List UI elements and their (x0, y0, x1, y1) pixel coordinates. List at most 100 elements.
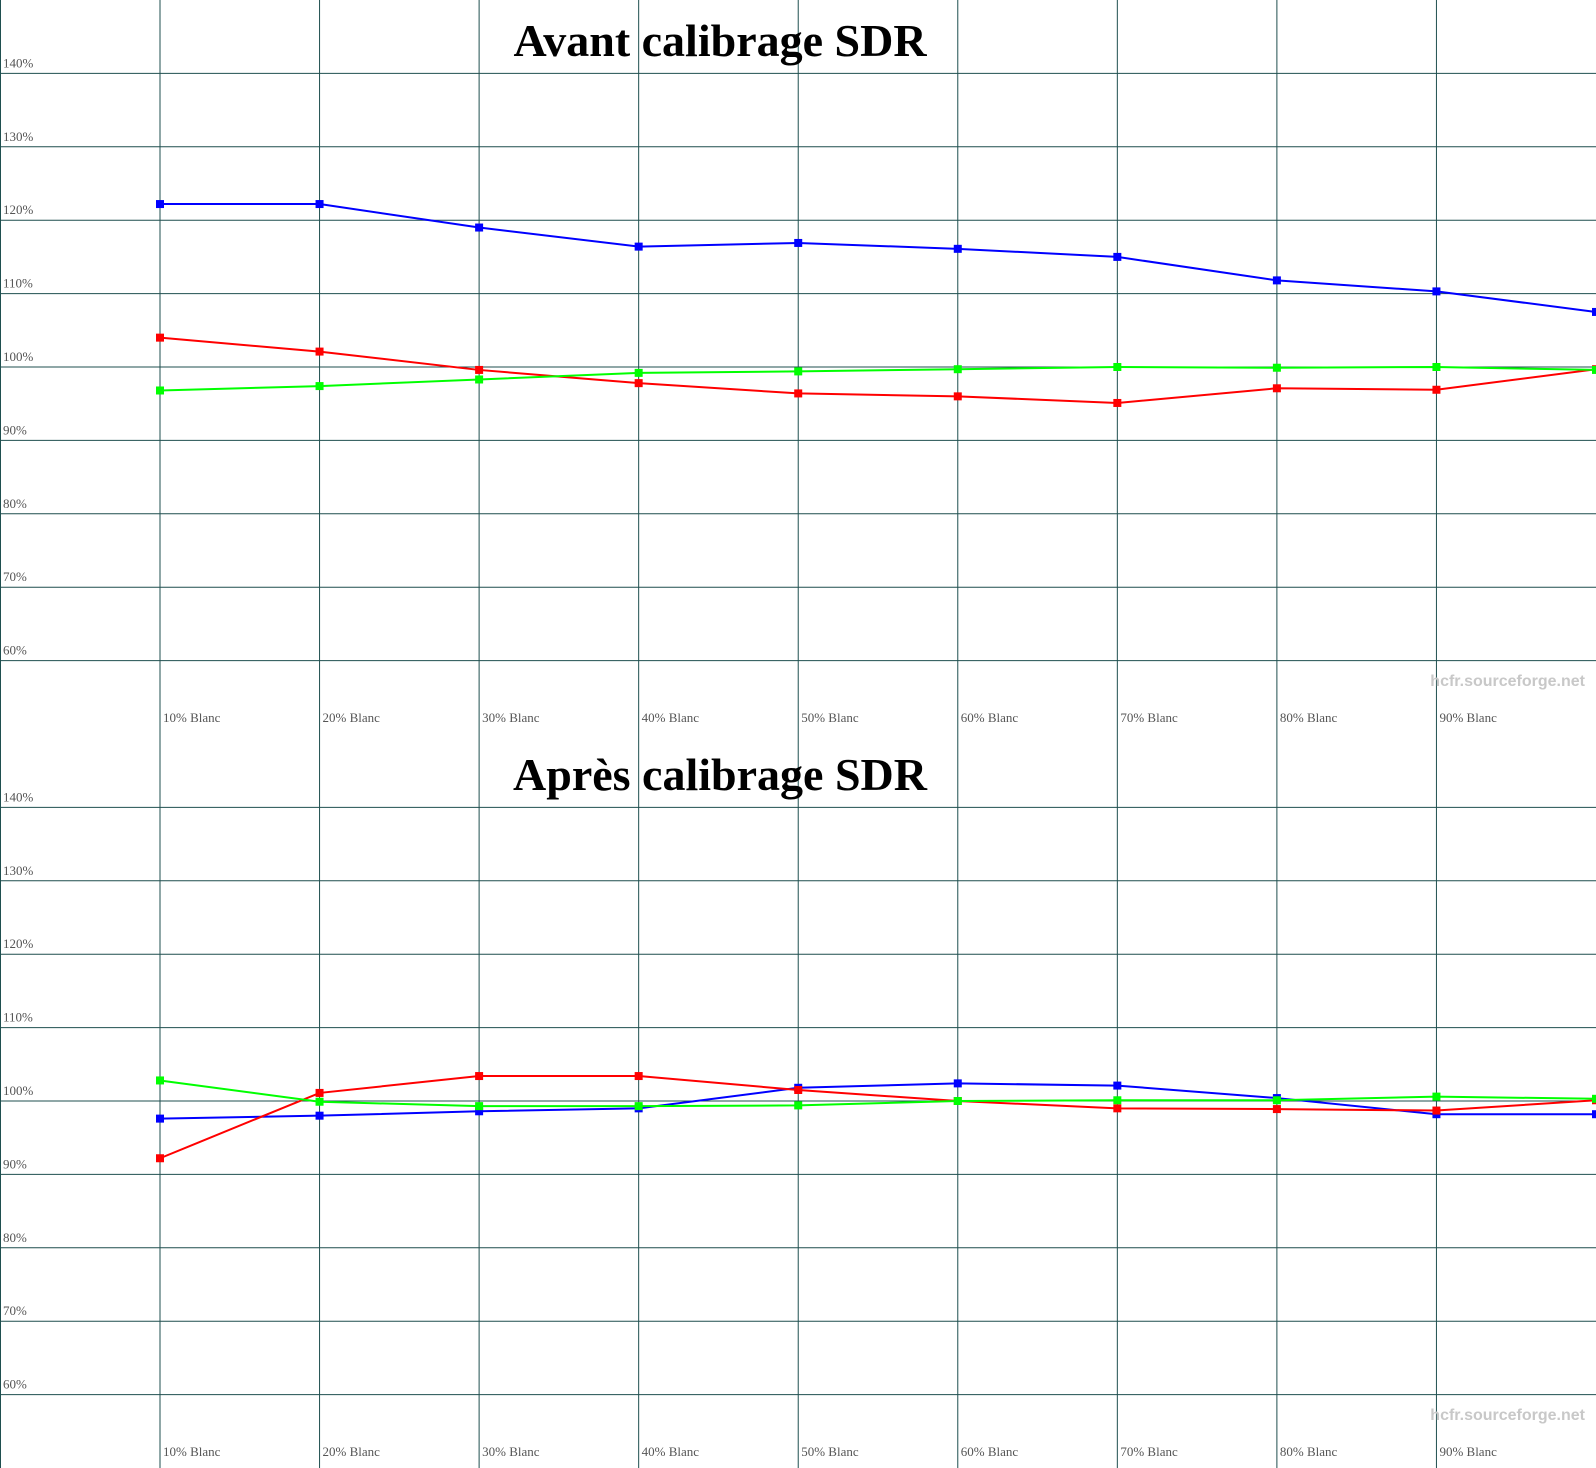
point-marker (1432, 1092, 1441, 1101)
x-tick-label: 40% Blanc (642, 710, 700, 725)
y-tick-label: 110% (3, 1010, 33, 1025)
point-marker (1272, 384, 1281, 393)
point-marker (634, 379, 643, 388)
point-marker (1113, 1081, 1122, 1090)
point-marker (634, 368, 643, 377)
series-line (159, 365, 1596, 392)
point-marker (953, 244, 962, 253)
y-tick-label: 60% (3, 1377, 27, 1392)
point-marker (156, 386, 164, 395)
point-marker (475, 375, 484, 384)
point-marker (1113, 398, 1122, 407)
y-tick-label: 90% (3, 1156, 27, 1171)
point-marker (1592, 365, 1596, 374)
point-marker (475, 1072, 484, 1081)
y-tick-label: 120% (3, 202, 34, 217)
point-marker (794, 1085, 803, 1094)
chart-title: Avant calibrage SDR (513, 15, 927, 66)
point-marker (315, 1097, 324, 1106)
point-marker (794, 1101, 803, 1110)
chart-title: Après calibrage SDR (513, 749, 928, 800)
y-tick-label: 90% (3, 422, 27, 437)
point-marker (156, 1114, 164, 1123)
x-tick-label: 70% Blanc (1120, 710, 1178, 725)
point-marker (1432, 385, 1441, 394)
y-tick-label: 70% (3, 569, 27, 584)
series-line (160, 203, 1596, 313)
point-marker (794, 389, 803, 398)
x-tick-label: 80% Blanc (1280, 710, 1338, 725)
series-line (159, 1082, 1596, 1120)
point-marker (1432, 363, 1441, 371)
point-marker (1113, 1096, 1122, 1105)
point-marker (1272, 1105, 1281, 1114)
series-line (159, 1075, 1596, 1160)
point-marker (315, 1111, 324, 1120)
point-marker (794, 367, 803, 376)
y-tick-label: 140% (3, 789, 34, 804)
x-tick-label: 80% Blanc (1280, 1444, 1338, 1459)
point-marker (315, 200, 324, 209)
point-marker (475, 1102, 484, 1111)
x-tick-label: 40% Blanc (642, 1444, 700, 1459)
y-tick-label: 120% (3, 936, 34, 951)
y-tick-label: 60% (3, 643, 27, 658)
watermark: hcfr.sourceforge.net (1430, 673, 1585, 690)
point-marker (315, 347, 324, 356)
y-tick-label: 80% (3, 1230, 27, 1245)
point-marker (475, 1107, 484, 1116)
x-tick-label: 90% Blanc (1439, 710, 1497, 725)
point-marker (953, 1097, 962, 1105)
point-marker (1113, 363, 1122, 371)
point-marker (475, 223, 484, 232)
x-tick-label: 30% Blanc (482, 710, 540, 725)
x-tick-label: 30% Blanc (482, 1444, 540, 1459)
y-tick-label: 110% (3, 276, 33, 291)
point-marker (1592, 1110, 1596, 1119)
x-tick-label: 50% Blanc (801, 1444, 859, 1459)
point-marker (1272, 276, 1281, 285)
point-marker (156, 1076, 164, 1085)
x-tick-label: 20% Blanc (323, 710, 381, 725)
chart: 60% 70% 80% 90% 100% 110% 120% 130% 140% 10% Blan… (0, 0, 1596, 734)
series-line (159, 1079, 1596, 1108)
point-marker (1272, 1096, 1281, 1105)
point-marker (156, 1154, 164, 1163)
chart: 60% 70% 80% 90% 100% 110% 120% 130% 140% 10% Blan… (0, 734, 1596, 1468)
point-marker (156, 333, 164, 342)
point-marker (475, 365, 484, 374)
point-marker (1592, 1094, 1596, 1103)
point-marker (634, 242, 643, 251)
y-tick-label: 80% (3, 496, 27, 511)
y-tick-label: 100% (3, 1083, 34, 1098)
y-tick-label: 140% (3, 55, 34, 70)
x-tick-label: 60% Blanc (961, 710, 1019, 725)
watermark: hcfr.sourceforge.net (1430, 1407, 1585, 1424)
y-tick-label: 130% (3, 863, 34, 878)
point-marker (1272, 363, 1281, 372)
series-line (159, 336, 1596, 404)
point-marker (1432, 287, 1441, 296)
point-marker (1113, 1104, 1122, 1113)
point-marker (315, 382, 324, 391)
point-marker (634, 1102, 643, 1111)
point-marker (634, 1072, 643, 1081)
y-tick-label: 70% (3, 1303, 27, 1318)
x-tick-label: 60% Blanc (961, 1444, 1019, 1459)
x-tick-label: 90% Blanc (1439, 1444, 1497, 1459)
x-tick-label: 50% Blanc (801, 710, 859, 725)
point-marker (953, 1079, 962, 1088)
point-marker (794, 238, 803, 247)
point-marker (1592, 307, 1596, 316)
point-marker (156, 200, 164, 209)
point-marker (315, 1088, 324, 1097)
x-tick-label: 10% Blanc (163, 710, 221, 725)
point-marker (1113, 252, 1122, 261)
point-marker (953, 365, 962, 374)
y-tick-label: 130% (3, 129, 34, 144)
x-tick-label: 10% Blanc (163, 1444, 221, 1459)
x-tick-label: 70% Blanc (1120, 1444, 1178, 1459)
point-marker (1432, 1106, 1441, 1115)
